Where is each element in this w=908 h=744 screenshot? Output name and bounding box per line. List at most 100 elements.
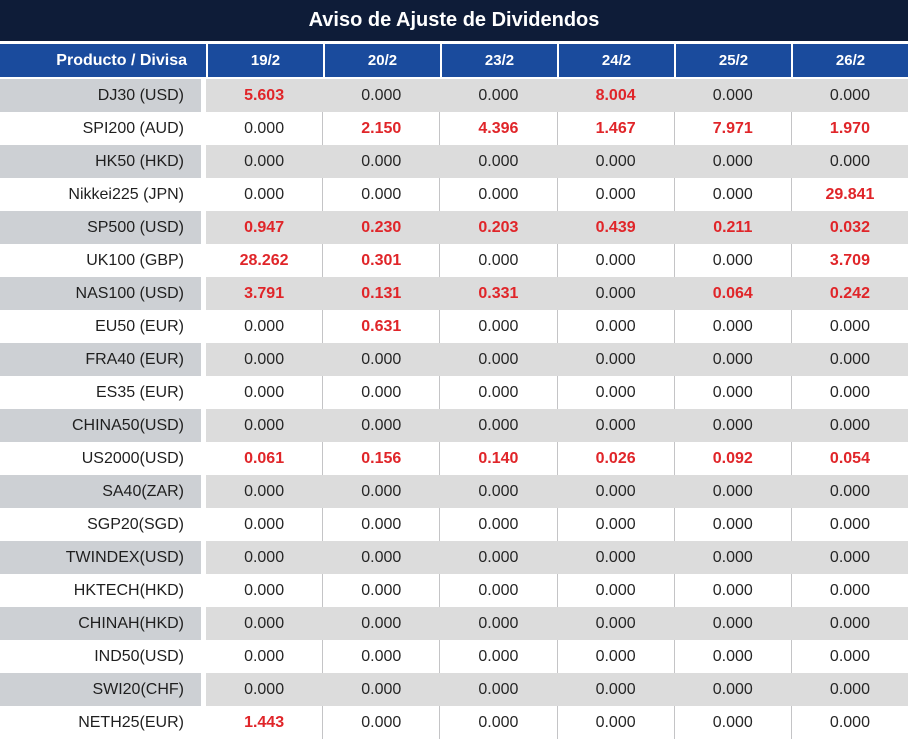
dividend-value-cell: 0.000: [790, 607, 908, 640]
dividend-value-cell: 0.000: [556, 541, 674, 574]
dividend-value-cell: 0.000: [206, 508, 323, 541]
product-label: US2000(USD): [0, 442, 206, 475]
dividend-value-cell: 0.000: [673, 79, 791, 112]
dividend-value-cell: 0.000: [673, 178, 791, 211]
header-date-25-2: 25/2: [674, 44, 791, 77]
dividend-value-cell: 0.000: [439, 541, 557, 574]
dividend-value-cell: 28.262: [206, 244, 323, 277]
dividend-value-cell: 0.000: [556, 673, 674, 706]
product-label: EU50 (EUR): [0, 310, 206, 343]
dividend-value-cell: 0.000: [673, 541, 791, 574]
dividend-value-cell: 0.000: [790, 409, 908, 442]
dividend-value-cell: 0.131: [322, 277, 440, 310]
dividend-value-cell: 0.000: [556, 706, 674, 739]
title-bar: Aviso de Ajuste de Dividendos: [0, 0, 908, 44]
dividend-value-cell: 0.000: [439, 79, 557, 112]
dividend-value-cell: 0.000: [439, 475, 557, 508]
dividend-value-cell: 0.026: [556, 442, 674, 475]
dividend-value-cell: 0.000: [790, 508, 908, 541]
dividend-value-cell: 0.000: [673, 706, 791, 739]
table-row: US2000(USD) 0.061 0.156 0.140 0.026 0.092 0.0…: [0, 442, 908, 475]
product-label: NETH25(EUR): [0, 706, 206, 739]
dividend-value-cell: 0.054: [790, 442, 908, 475]
dividend-value-cell: 0.000: [322, 145, 440, 178]
dividend-value-cell: 0.230: [322, 211, 440, 244]
header-date-20-2: 20/2: [323, 44, 440, 77]
dividend-value-cell: 0.947: [206, 211, 323, 244]
dividend-value-cell: 0.000: [790, 475, 908, 508]
dividend-value-cell: 0.631: [322, 310, 440, 343]
table-row: NAS100 (USD) 3.791 0.131 0.331 0.000 0.064 0.…: [0, 277, 908, 310]
page-title: Aviso de Ajuste de Dividendos: [308, 9, 600, 31]
dividend-value-cell: 0.000: [556, 310, 674, 343]
dividend-value-cell: 0.000: [322, 79, 440, 112]
product-label: Nikkei225 (JPN): [0, 178, 206, 211]
table-row: TWINDEX(USD) 0.000 0.000 0.000 0.000 0.000 0.…: [0, 541, 908, 574]
dividend-value-cell: 0.000: [206, 310, 323, 343]
table-row: FRA40 (EUR) 0.000 0.000 0.000 0.000 0.000 0.0…: [0, 343, 908, 376]
dividend-value-cell: 0.000: [790, 343, 908, 376]
dividend-value-cell: 0.000: [790, 310, 908, 343]
dividend-value-cell: 0.000: [673, 607, 791, 640]
dividend-value-cell: 0.000: [556, 409, 674, 442]
dividend-value-cell: 0.000: [439, 244, 557, 277]
product-label: IND50(USD): [0, 640, 206, 673]
dividend-value-cell: 0.000: [673, 508, 791, 541]
dividend-value-cell: 0.000: [673, 574, 791, 607]
product-label: SGP20(SGD): [0, 508, 206, 541]
product-label: SPI200 (AUD): [0, 112, 206, 145]
table-row: SP500 (USD) 0.947 0.230 0.203 0.439 0.211 0.0…: [0, 211, 908, 244]
table-row: CHINAH(HKD) 0.000 0.000 0.000 0.000 0.000 0.0…: [0, 607, 908, 640]
dividend-value-cell: 0.000: [673, 376, 791, 409]
dividend-value-cell: 0.000: [556, 376, 674, 409]
table-row: HKTECH(HKD) 0.000 0.000 0.000 0.000 0.000 0.0…: [0, 574, 908, 607]
header-date-24-2: 24/2: [557, 44, 674, 77]
table-row: NETH25(EUR) 1.443 0.000 0.000 0.000 0.000 0.0…: [0, 706, 908, 739]
dividend-value-cell: 0.000: [556, 178, 674, 211]
dividend-value-cell: 0.439: [556, 211, 674, 244]
dividend-value-cell: 0.000: [322, 541, 440, 574]
header-date-26-2: 26/2: [791, 44, 908, 77]
dividend-value-cell: 0.000: [206, 376, 323, 409]
dividend-value-cell: 4.396: [439, 112, 557, 145]
dividend-value-cell: 0.000: [206, 409, 323, 442]
dividend-value-cell: 0.000: [322, 607, 440, 640]
header-product-divisa: Producto / Divisa: [0, 44, 206, 77]
product-label: UK100 (GBP): [0, 244, 206, 277]
dividend-value-cell: 0.000: [206, 145, 323, 178]
dividend-value-cell: 0.000: [322, 475, 440, 508]
dividend-value-cell: 0.000: [673, 310, 791, 343]
product-label: ES35 (EUR): [0, 376, 206, 409]
header-date-23-2: 23/2: [440, 44, 557, 77]
dividend-value-cell: 0.000: [206, 640, 323, 673]
dividend-value-cell: 0.000: [322, 508, 440, 541]
product-label: HKTECH(HKD): [0, 574, 206, 607]
dividend-value-cell: 8.004: [556, 79, 674, 112]
dividend-value-cell: 1.970: [790, 112, 908, 145]
dividend-value-cell: 0.064: [673, 277, 791, 310]
dividend-value-cell: 0.000: [790, 706, 908, 739]
dividend-value-cell: 0.000: [322, 343, 440, 376]
dividend-value-cell: 0.000: [439, 145, 557, 178]
dividend-value-cell: 0.000: [439, 376, 557, 409]
dividend-value-cell: 0.000: [790, 79, 908, 112]
dividend-value-cell: 0.000: [790, 574, 908, 607]
table-row: Nikkei225 (JPN) 0.000 0.000 0.000 0.000 0.00…: [0, 178, 908, 211]
table-body: DJ30 (USD) 5.603 0.000 0.000 8.004 0.000 0.00…: [0, 79, 908, 739]
dividend-value-cell: 29.841: [790, 178, 908, 211]
dividend-value-cell: 0.000: [206, 112, 323, 145]
dividend-value-cell: 7.971: [673, 112, 791, 145]
table-row: SPI200 (AUD) 0.000 2.150 4.396 1.467 7.971 1.…: [0, 112, 908, 145]
dividend-value-cell: 3.709: [790, 244, 908, 277]
dividend-value-cell: 0.000: [439, 607, 557, 640]
product-label: NAS100 (USD): [0, 277, 206, 310]
dividend-value-cell: 0.000: [439, 409, 557, 442]
dividend-value-cell: 0.000: [322, 640, 440, 673]
dividend-value-cell: 0.000: [673, 640, 791, 673]
product-label: FRA40 (EUR): [0, 343, 206, 376]
dividend-value-cell: 1.443: [206, 706, 323, 739]
dividend-value-cell: 0.000: [790, 640, 908, 673]
dividend-value-cell: 0.000: [556, 277, 674, 310]
table-row: ES35 (EUR) 0.000 0.000 0.000 0.000 0.000 0.00…: [0, 376, 908, 409]
